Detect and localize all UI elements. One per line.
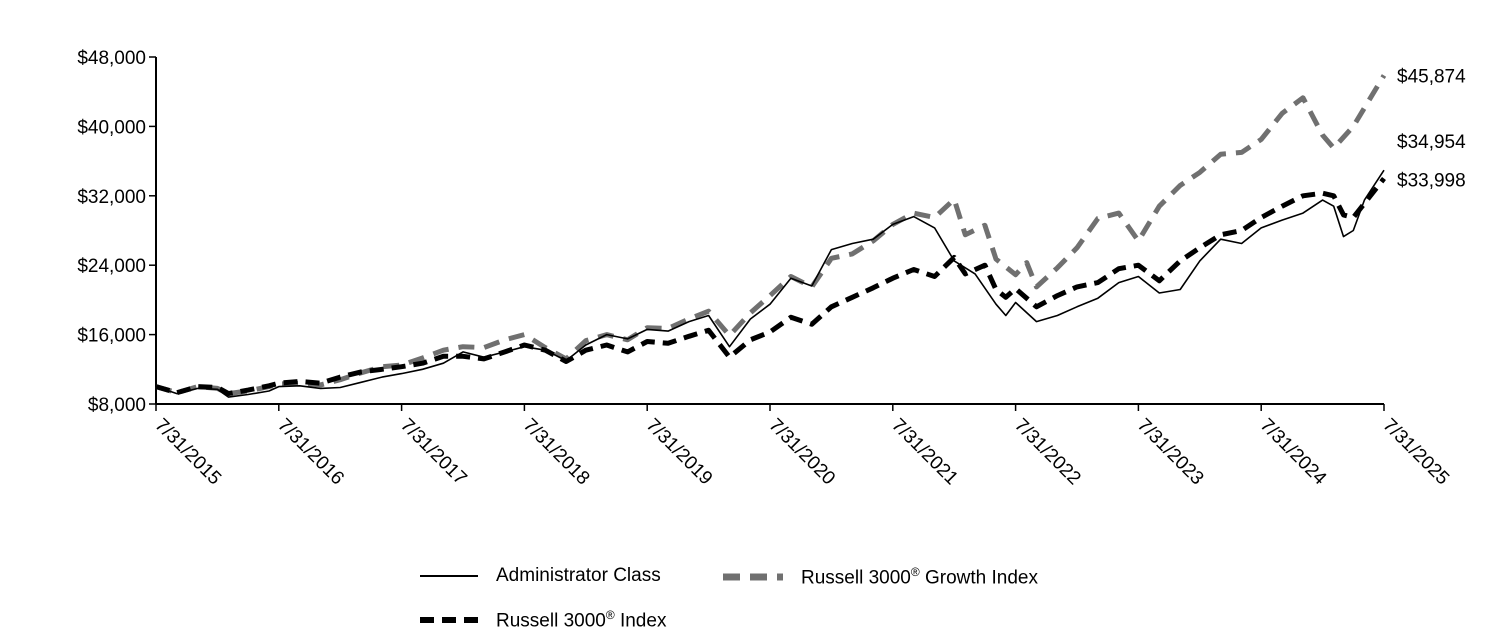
- x-tick-label: 7/31/2016: [273, 415, 348, 490]
- chart-end-labels: $45,874 $34,954 $33,998: [1397, 66, 1466, 191]
- y-tick-label: $40,000: [77, 117, 146, 138]
- x-tick-label: 7/31/2021: [887, 415, 962, 490]
- series-line-russell-3000-index: [155, 176, 1386, 397]
- chart-axes: $8,000 $16,000 $24,000 $32,000 $40,000 $48,00…: [77, 48, 1453, 490]
- y-tick-label: $48,000: [77, 48, 146, 69]
- y-tick-label: $8,000: [88, 395, 146, 416]
- y-tick-label: $32,000: [77, 187, 146, 208]
- x-tick-label: 7/31/2017: [396, 415, 471, 490]
- x-tick-label: 7/31/2022: [1010, 415, 1085, 490]
- end-value-label: $33,998: [1397, 170, 1466, 191]
- x-tick-label: 7/31/2019: [642, 415, 717, 490]
- x-tick-label: 7/31/2015: [150, 415, 225, 490]
- x-tick-label: 7/31/2023: [1133, 415, 1208, 490]
- y-tick-label: $24,000: [77, 256, 146, 277]
- chart-series-lines: [155, 74, 1387, 398]
- end-value-label: $45,874: [1397, 66, 1466, 87]
- x-tick-label: 7/31/2018: [519, 415, 594, 490]
- end-value-label: $34,954: [1397, 132, 1466, 153]
- x-tick-label: 7/31/2025: [1378, 415, 1453, 490]
- x-tick-label: 7/31/2020: [764, 415, 839, 490]
- series-line-administrator-class: [155, 169, 1385, 398]
- series-line-russell-3000-growth-index: [155, 74, 1387, 397]
- y-tick-label: $16,000: [77, 326, 146, 347]
- x-tick-label: 7/31/2024: [1256, 415, 1331, 490]
